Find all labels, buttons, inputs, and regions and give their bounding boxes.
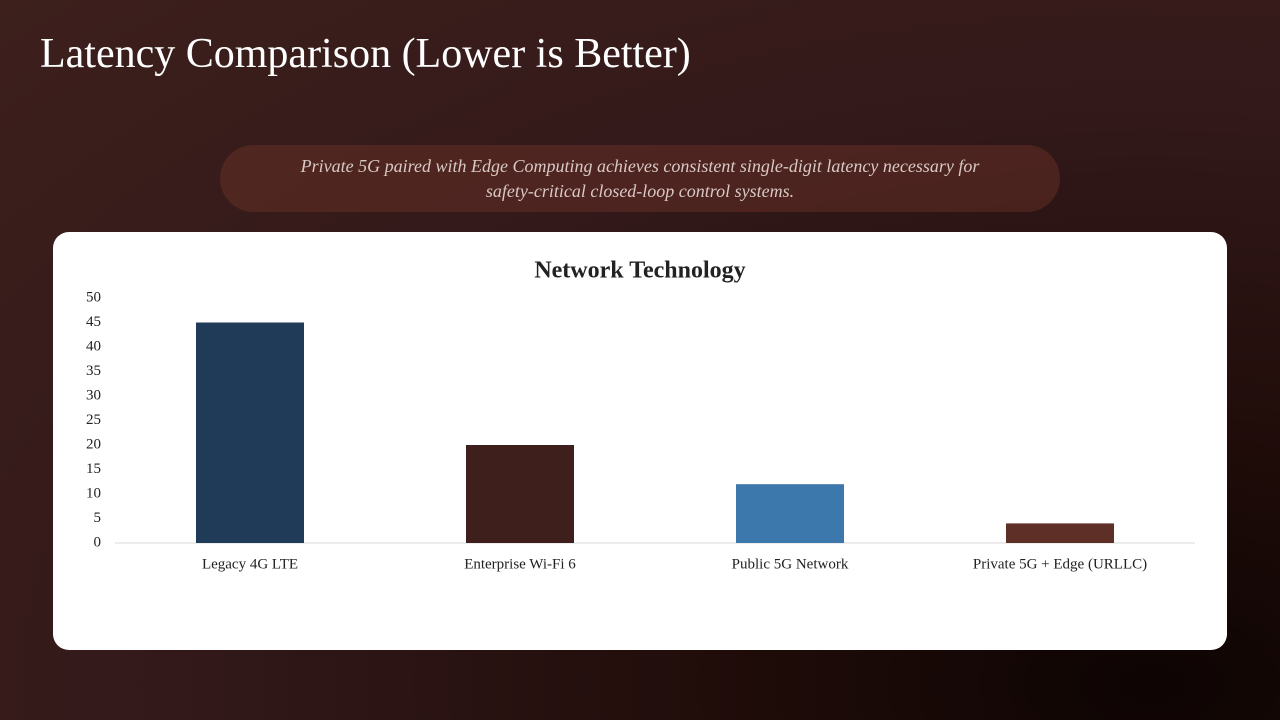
y-tick-label: 10 [86,485,101,501]
y-tick-label: 30 [86,387,101,403]
bar [1006,523,1114,543]
y-tick-label: 20 [86,436,101,452]
x-tick-label: Public 5G Network [732,556,849,572]
subtitle-pill: Private 5G paired with Edge Computing ac… [220,145,1060,212]
bar [736,484,844,543]
x-tick-label: Enterprise Wi-Fi 6 [464,556,576,572]
y-tick-label: 5 [94,510,102,526]
y-tick-label: 0 [94,534,102,550]
x-tick-label: Legacy 4G LTE [202,556,298,572]
y-tick-label: 15 [86,461,101,477]
y-tick-label: 50 [86,289,101,305]
chart-card: Network Technology 0 5 10 15 20 25 30 35 40 45 50 L… [53,232,1227,650]
y-tick-label: 40 [86,338,101,354]
y-tick-label: 45 [86,314,101,330]
chart-title: Network Technology [534,258,745,284]
bar [196,322,304,543]
bar [466,445,574,543]
y-tick-label: 25 [86,412,101,428]
slide-title: Latency Comparison (Lower is Better) [40,31,691,77]
subtitle: Private 5G paired with Edge Computing ac… [300,155,980,201]
y-tick-label: 35 [86,363,101,379]
x-tick-label: Private 5G + Edge (URLLC) [973,556,1147,572]
chart: Network Technology 0 5 10 15 20 25 30 35 40 45 50 L… [86,258,1195,572]
